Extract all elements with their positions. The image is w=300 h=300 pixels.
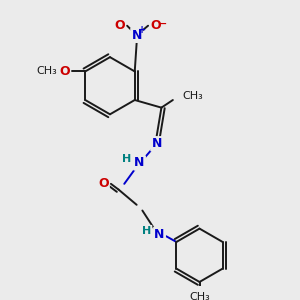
Text: N: N [134, 156, 145, 170]
Text: H: H [142, 226, 152, 236]
Text: CH₃: CH₃ [182, 91, 203, 101]
Text: O: O [59, 65, 70, 78]
Text: CH₃: CH₃ [189, 292, 210, 300]
Text: −: − [158, 19, 167, 29]
Text: +: + [138, 26, 146, 35]
Text: O: O [150, 19, 161, 32]
Text: O: O [98, 177, 109, 190]
Text: O: O [114, 19, 125, 32]
Text: N: N [131, 29, 142, 42]
Text: CH₃: CH₃ [37, 66, 58, 76]
Text: N: N [152, 137, 162, 150]
Text: N: N [154, 228, 165, 241]
Text: H: H [122, 154, 131, 164]
